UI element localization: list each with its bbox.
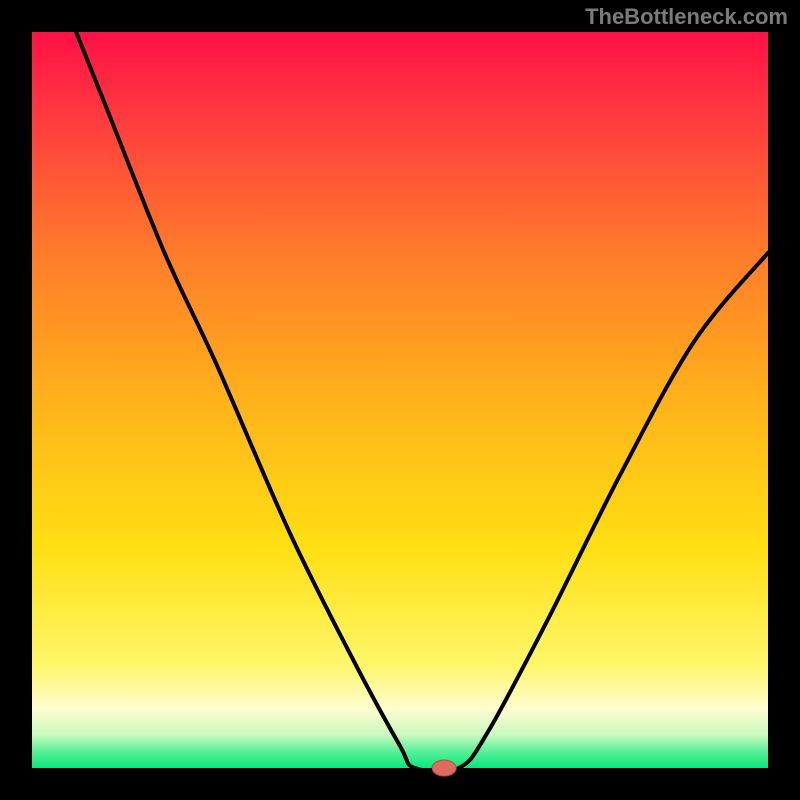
bottleneck-chart [0, 0, 800, 800]
chart-stage: TheBottleneck.com [0, 0, 800, 800]
optimum-marker [432, 760, 456, 776]
watermark-text: TheBottleneck.com [585, 4, 788, 30]
